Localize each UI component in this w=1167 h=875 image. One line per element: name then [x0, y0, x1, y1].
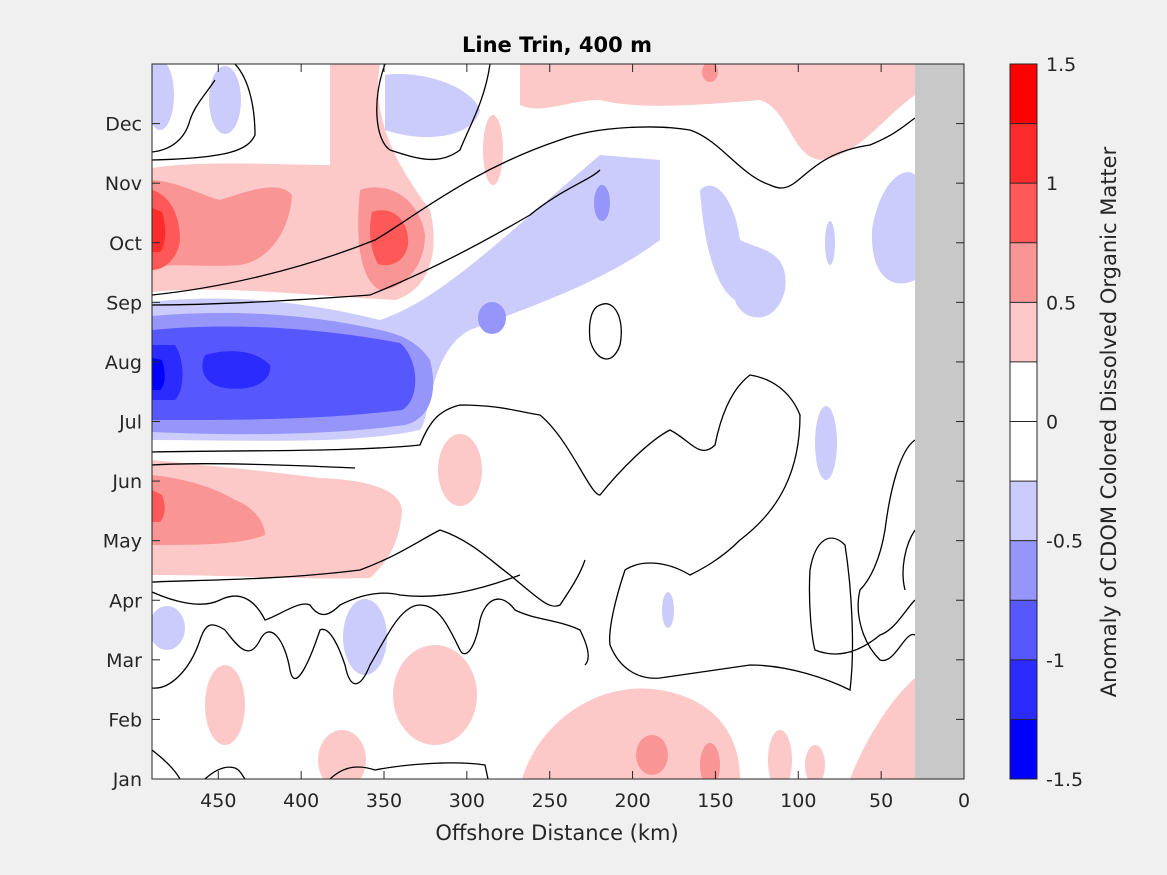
colorbar-label: Anomaly of CDOM Colored Dissolved Organi… — [1097, 146, 1121, 697]
anomaly-patch — [343, 599, 387, 675]
x-tick-label: 400 — [283, 790, 319, 812]
colorbar-tick-label: -0.5 — [1046, 531, 1083, 553]
anomaly-patch — [594, 185, 610, 221]
y-axis: Jan Feb Mar Apr May Jun Jul Aug Sep Oct Nov Dec — [103, 114, 964, 791]
y-tick-label: Jan — [112, 769, 142, 791]
anomaly-patch — [152, 64, 174, 130]
anomaly-patch — [815, 406, 837, 480]
chart-title: Line Trin, 400 m — [462, 33, 652, 57]
anomaly-patch — [768, 730, 792, 779]
colorbar-swatch — [1010, 540, 1037, 601]
contour-line — [152, 598, 589, 689]
y-tick-label: Jun — [111, 471, 142, 493]
anomaly-patch — [478, 302, 506, 334]
colorbar-swatch — [1010, 123, 1037, 184]
contour-lines — [152, 64, 916, 779]
y-tick-label: May — [103, 531, 142, 553]
x-tick-label: 250 — [532, 790, 568, 812]
anomaly-region-oct-strong — [152, 190, 409, 270]
anomaly-patch — [438, 434, 482, 506]
x-tick-label: 300 — [449, 790, 485, 812]
contour-line — [152, 749, 489, 779]
anomaly-region-jun-mid — [152, 475, 265, 545]
contour-fill-layer — [152, 64, 915, 779]
contour-line — [376, 64, 491, 161]
colorbar-swatch — [1010, 719, 1037, 779]
anomaly-region-aug-core — [152, 345, 271, 400]
anomaly-patch — [483, 115, 503, 185]
anomaly-patch — [662, 592, 674, 628]
contour-line — [152, 64, 256, 161]
x-axis: 450 400 350 300 250 200 150 100 50 0 — [200, 64, 970, 812]
x-tick-label: 350 — [366, 790, 402, 812]
x-tick-label: 150 — [697, 790, 733, 812]
colorbar-swatch — [1010, 183, 1037, 243]
colorbar-swatch — [1010, 421, 1037, 482]
colorbar-swatch — [1010, 64, 1037, 124]
anomaly-region-aug-peak — [152, 358, 165, 390]
anomaly-patch — [825, 221, 835, 265]
x-tick-label: 0 — [958, 790, 970, 812]
contour-line — [152, 374, 916, 691]
anomaly-patch — [205, 665, 245, 745]
contour-line — [152, 574, 521, 621]
x-tick-label: 450 — [200, 790, 236, 812]
anomaly-patch — [702, 64, 718, 82]
plot-area — [152, 64, 964, 779]
colorbar-swatch — [1010, 242, 1037, 303]
anomaly-region-jun-light — [152, 460, 402, 579]
anomaly-patch — [209, 66, 241, 134]
y-tick-label: Apr — [109, 590, 142, 612]
x-tick-label: 50 — [869, 790, 893, 812]
contour-line — [152, 529, 586, 607]
anomaly-region-oct-mid — [152, 180, 425, 290]
colorbar-swatch — [1010, 600, 1037, 660]
contour-line — [152, 117, 916, 296]
anomaly-patch — [871, 172, 915, 284]
contour-line — [588, 303, 622, 360]
y-tick-label: Aug — [105, 352, 142, 374]
contour-line — [152, 169, 601, 306]
anomaly-patch — [700, 185, 786, 318]
anomaly-patch — [850, 678, 915, 779]
colorbar: -1.5 -1 -0.5 0 0.5 1 1.5 — [1009, 54, 1083, 791]
land-mask — [915, 64, 964, 779]
colorbar-tick-label: 1 — [1046, 173, 1058, 195]
anomaly-patch — [805, 745, 825, 779]
anomaly-region-jun-strong — [152, 490, 165, 522]
anomaly-patch — [520, 64, 915, 160]
colorbar-swatch — [1010, 361, 1037, 422]
y-tick-label: Oct — [109, 233, 142, 255]
colorbar-swatch — [1010, 659, 1037, 720]
y-tick-label: Jul — [118, 412, 142, 434]
anomaly-region-oct-core — [152, 208, 166, 252]
anomaly-patch — [318, 730, 366, 779]
x-tick-label: 200 — [614, 790, 650, 812]
colorbar-tick-label: -1 — [1046, 650, 1065, 672]
contour-line — [152, 463, 356, 469]
anomaly-patch — [385, 74, 480, 138]
colorbar-tick-label: 0 — [1046, 412, 1058, 434]
y-tick-label: Feb — [108, 709, 142, 731]
x-axis-label: Offshore Distance (km) — [435, 821, 678, 845]
colorbar-tick-label: -1.5 — [1046, 769, 1083, 791]
colorbar-frame — [1009, 63, 1038, 780]
y-tick-label: Sep — [106, 292, 142, 314]
y-tick-label: Mar — [106, 650, 142, 672]
colorbar-tick-label: 1.5 — [1046, 54, 1076, 76]
colorbar-swatch — [1010, 481, 1037, 541]
anomaly-patch — [152, 606, 185, 650]
y-tick-label: Dec — [105, 114, 142, 136]
anomaly-patch — [636, 735, 668, 775]
x-tick-label: 100 — [780, 790, 816, 812]
colorbar-swatch — [1010, 302, 1037, 362]
y-tick-label: Nov — [105, 173, 142, 195]
anomaly-region-aug-strong — [152, 326, 416, 420]
anomaly-patch — [522, 688, 740, 779]
anomaly-patch — [393, 645, 477, 745]
colorbar-tick-label: 0.5 — [1046, 292, 1076, 314]
anomaly-patch — [700, 743, 720, 779]
contour-line — [857, 439, 916, 661]
